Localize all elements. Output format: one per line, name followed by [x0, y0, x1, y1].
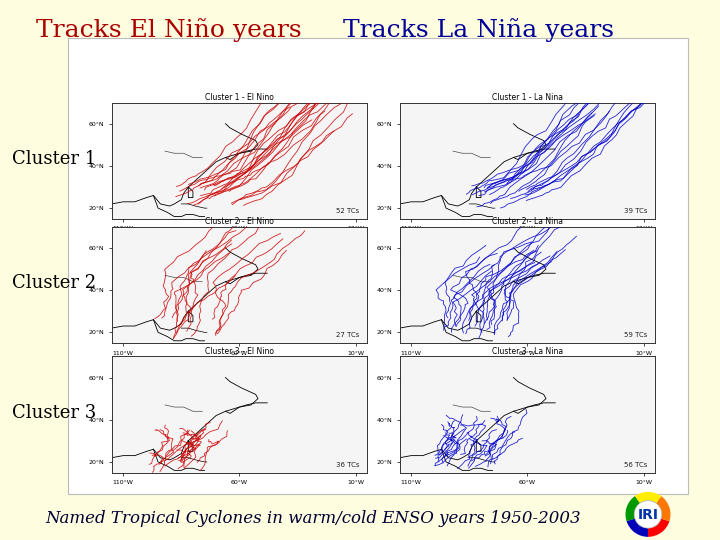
Title: Cluster 2 - El Nino: Cluster 2 - El Nino	[205, 217, 274, 226]
Text: Cluster 3: Cluster 3	[12, 404, 96, 422]
Text: Tracks El Niño years: Tracks El Niño years	[37, 18, 302, 42]
Text: 52 TCs: 52 TCs	[336, 208, 359, 214]
Text: Tracks La Niña years: Tracks La Niña years	[343, 18, 614, 42]
Text: Cluster 2: Cluster 2	[12, 274, 96, 293]
Text: 39 TCs: 39 TCs	[624, 208, 647, 214]
Title: Cluster 2 - La Nina: Cluster 2 - La Nina	[492, 217, 563, 226]
Text: 36 TCs: 36 TCs	[336, 462, 359, 468]
Title: Cluster 3 - El Nino: Cluster 3 - El Nino	[205, 347, 274, 356]
Wedge shape	[626, 496, 640, 521]
Title: Cluster 3 - La Nina: Cluster 3 - La Nina	[492, 347, 563, 356]
Wedge shape	[656, 496, 670, 521]
Wedge shape	[648, 518, 670, 537]
Text: IRI: IRI	[637, 509, 659, 523]
Text: 59 TCs: 59 TCs	[624, 332, 647, 338]
Text: 56 TCs: 56 TCs	[624, 462, 647, 468]
Title: Cluster 1 - El Nino: Cluster 1 - El Nino	[205, 93, 274, 102]
Circle shape	[634, 501, 662, 528]
Title: Cluster 1 - La Nina: Cluster 1 - La Nina	[492, 93, 563, 102]
Text: 27 TCs: 27 TCs	[336, 332, 359, 338]
Wedge shape	[635, 492, 661, 503]
Wedge shape	[626, 518, 648, 537]
Text: Named Tropical Cyclones in warm/cold ENSO years 1950-2003: Named Tropical Cyclones in warm/cold ENS…	[45, 510, 581, 527]
Text: Cluster 1: Cluster 1	[12, 150, 96, 168]
